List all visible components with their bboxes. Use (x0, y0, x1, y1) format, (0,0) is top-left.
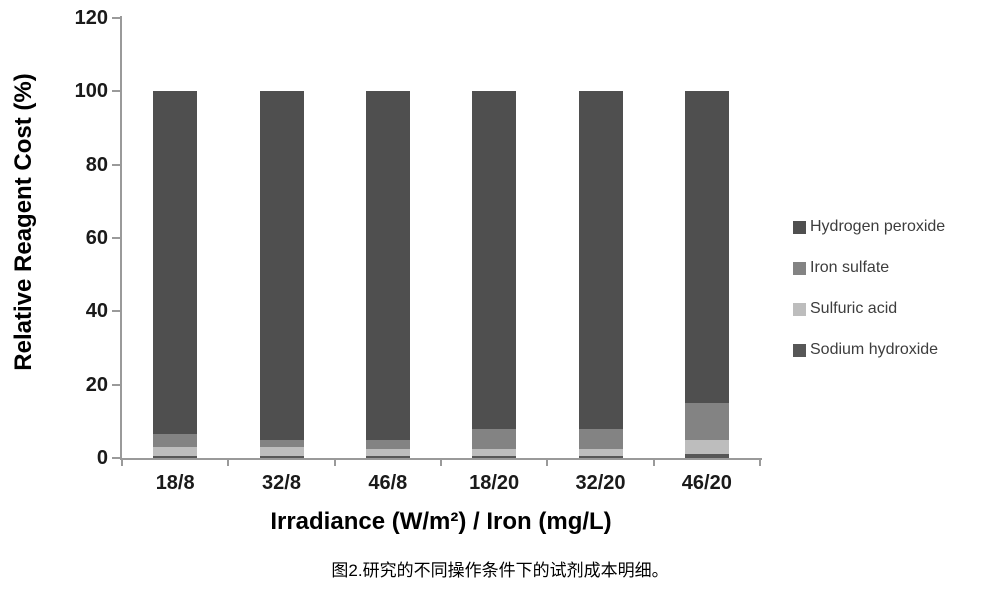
x-tick-mark-3 (440, 458, 442, 466)
x-tick-mark-6 (759, 458, 761, 466)
x-axis-title: Irradiance (W/m²) / Iron (mg/L) (270, 508, 612, 535)
legend-label: Sulfuric acid (810, 300, 898, 317)
y-tick-mark-80 (112, 163, 120, 166)
bar-segment-18-8-hydrogen-peroxide (153, 91, 198, 435)
x-tick-label-18-20: 18/20 (469, 472, 520, 494)
bar-segment-18-8-iron-sulfate (153, 434, 198, 447)
y-tick-mark-40 (112, 310, 120, 313)
legend-item-sulfuric-acid: Sulfuric acid (793, 298, 998, 320)
y-tick-mark-120 (112, 17, 120, 19)
bar-segment-46-8-sodium-hydroxide (365, 456, 410, 458)
legend-item-sodium-hydroxide: Sodium hydroxide (793, 339, 998, 361)
x-tick-mark-5 (652, 458, 655, 466)
x-tick-mark-0 (121, 458, 123, 466)
bar-segment-32-8-sulfuric-acid (259, 447, 304, 457)
x-tick-label-32-20: 32/20 (575, 472, 626, 494)
bar-segment-32-20-iron-sulfate (578, 428, 623, 449)
bar-segment-32-8-hydrogen-peroxide (259, 91, 304, 440)
bar-segment-46-8-hydrogen-peroxide (365, 91, 410, 440)
legend-item-iron-sulfate: Iron sulfate (793, 257, 998, 279)
y-axis-line (120, 16, 122, 460)
bar-segment-32-20-sodium-hydroxide (578, 456, 623, 458)
figure-caption: 图2.研究的不同操作条件下的试剂成本明细。 (331, 561, 669, 580)
bar-segment-32-20-sulfuric-acid (578, 448, 623, 457)
bar-segment-32-8-sodium-hydroxide (259, 456, 304, 458)
legend-label: Hydrogen peroxide (810, 218, 946, 235)
bar-segment-46-20-hydrogen-peroxide (684, 91, 729, 403)
bar-segment-32-20-hydrogen-peroxide (578, 91, 623, 429)
bar-segment-46-20-sulfuric-acid (684, 439, 729, 455)
bar-segment-18-20-iron-sulfate (472, 428, 517, 449)
y-tick-label-120: 120 (74, 7, 108, 29)
y-axis-title: Relative Reagent Cost (%) (10, 73, 37, 371)
legend-label: Iron sulfate (810, 259, 890, 276)
y-tick-label-60: 60 (85, 227, 108, 249)
legend-swatch-icon (793, 261, 806, 275)
y-tick-mark-20 (112, 383, 120, 386)
x-tick-label-46-8: 46/8 (368, 472, 408, 494)
bar-segment-46-20-sodium-hydroxide (684, 454, 729, 458)
y-tick-label-80: 80 (85, 153, 108, 176)
y-tick-mark-60 (112, 237, 120, 239)
x-tick-mark-4 (546, 458, 549, 466)
legend-label: Sodium hydroxide (810, 341, 939, 358)
bar-segment-18-8-sulfuric-acid (153, 447, 198, 457)
x-tick-mark-2 (333, 458, 336, 466)
bar-segment-46-20-iron-sulfate (684, 403, 729, 440)
legend-swatch-icon (793, 343, 806, 357)
bar-segment-46-8-iron-sulfate (365, 439, 410, 449)
bar-segment-18-20-hydrogen-peroxide (472, 91, 517, 429)
y-tick-label-40: 40 (85, 300, 108, 323)
x-tick-label-46-20: 46/20 (681, 472, 732, 494)
legend-swatch-icon (793, 302, 806, 316)
legend: Hydrogen peroxide Iron sulfate Sulfuric ac… (793, 216, 998, 380)
legend-item-hydrogen-peroxide: Hydrogen peroxide (793, 216, 998, 238)
y-tick-mark-0 (112, 457, 120, 459)
bar-segment-46-8-sulfuric-acid (365, 448, 410, 457)
x-tick-label-18-8: 18/8 (155, 472, 195, 494)
bar-segment-18-8-sodium-hydroxide (153, 456, 198, 458)
y-tick-mark-100 (112, 90, 120, 93)
bar-segment-18-20-sulfuric-acid (472, 448, 517, 457)
bar-segment-18-20-sodium-hydroxide (472, 456, 517, 458)
y-tick-label-20: 20 (85, 373, 108, 396)
x-tick-mark-1 (227, 458, 230, 466)
x-tick-label-32-8: 32/8 (262, 472, 301, 494)
y-tick-label-0: 0 (96, 447, 108, 469)
y-tick-label-100: 100 (74, 80, 108, 103)
bar-segment-32-8-iron-sulfate (259, 439, 304, 447)
legend-swatch-icon (793, 220, 806, 234)
